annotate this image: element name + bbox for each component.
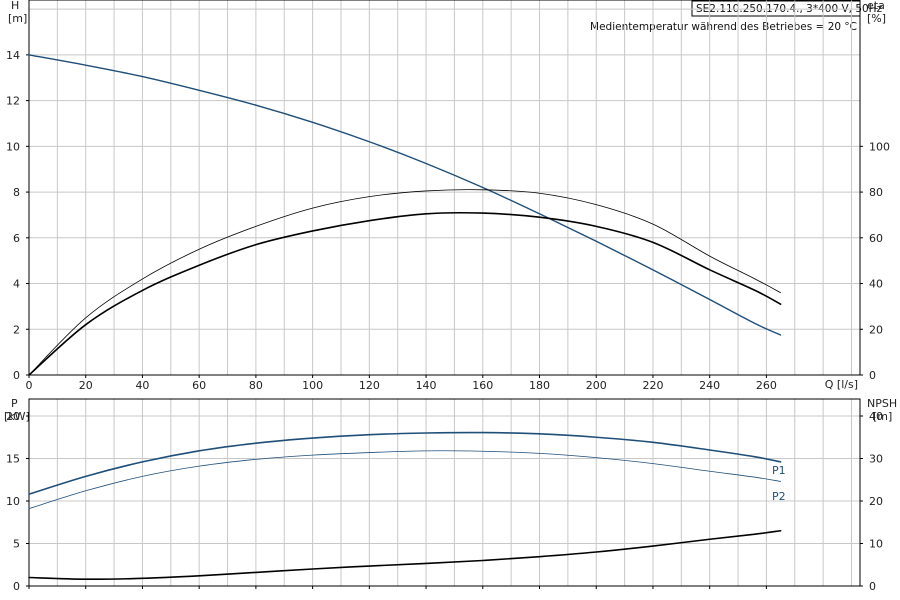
bottom-left-tick-label: 10 [6,495,20,508]
bottom-right-tick-label: 10 [869,538,883,551]
top-x-tick-label: 40 [135,379,149,392]
top-x-tick-label: 80 [249,379,263,392]
info-box: SE2.110.250.170.4., 3*400 V, 50Hz Medien… [590,0,883,33]
top-left-axis-title: H [11,0,19,12]
top-x-tick-label: 220 [642,379,663,392]
bottom-plot-frame [28,398,861,587]
bottom-series-line-0 [28,431,782,495]
top-left-tick-label: 2 [13,323,20,336]
bottom-right-tick-label: 20 [869,495,883,508]
top-series-line-2 [28,211,782,376]
top-right-tick-label: 60 [869,232,883,245]
top-right-tick-label: 80 [869,186,883,199]
series-label-p2: P2 [772,490,786,503]
top-left-axis-unit: [m] [8,12,27,25]
top-x-tick-label: 180 [529,379,550,392]
top-right-tick-label: 40 [869,278,883,291]
top-x-tick-label: 260 [756,379,777,392]
top-right-axis-title: eta [867,0,885,12]
bottom-right-axis-unit: [m] [873,410,892,423]
bottom-right-tick-label: 0 [869,580,876,593]
top-x-tick-label: 100 [302,379,323,392]
top-right-axis-unit: [%] [867,12,886,25]
top-x-tick-label: 0 [26,379,33,392]
top-right-tick-label: 100 [869,140,890,153]
top-x-tick-label: 60 [192,379,206,392]
top-series-line-0 [28,54,782,336]
top-plot-frame [28,0,861,376]
top-x-tick-label: 240 [699,379,720,392]
bottom-right-axis-title: NPSH [867,397,897,410]
bottom-left-axis-unit: [kW] [4,410,30,423]
top-right-tick-label: 0 [869,369,876,382]
bottom-left-axis-title: P [11,397,18,410]
top-left-tick-label: 6 [13,232,20,245]
top-x-tick-label: 120 [359,379,380,392]
top-x-tick-label: 160 [472,379,493,392]
top-left-tick-label: 12 [6,95,20,108]
top-x-tick-label: 140 [416,379,437,392]
bottom-series-line-2 [28,529,782,581]
medium-temperature-label: Medientemperatur während des Betriebes =… [590,21,857,33]
top-left-tick-label: 0 [13,369,20,382]
top-left-tick-label: 4 [13,278,20,291]
bottom-right-tick-label: 30 [869,453,883,466]
top-series-line-1 [28,189,781,376]
bottom-left-tick-label: 0 [13,580,20,593]
bottom-series-line-1 [28,450,781,510]
top-right-tick-label: 20 [869,323,883,336]
top-left-tick-label: 8 [13,186,20,199]
bottom-left-tick-label: 15 [6,453,20,466]
series-label-p1: P1 [772,464,786,477]
bottom-right-tick-label: 40 [869,410,883,423]
top-x-tick-label: 200 [586,379,607,392]
top-x-tick-label: 20 [79,379,93,392]
top-left-tick-label: 10 [6,140,20,153]
bottom-left-tick-label: 5 [13,538,20,551]
power-npsh-plot: 0 5 10 15 20 0 10 20 30 40 [6,398,883,593]
x-axis-label: Q [l/s] [825,378,858,391]
top-left-tick-label: 14 [6,49,20,62]
bottom-left-tick-label: 20 [6,410,20,423]
